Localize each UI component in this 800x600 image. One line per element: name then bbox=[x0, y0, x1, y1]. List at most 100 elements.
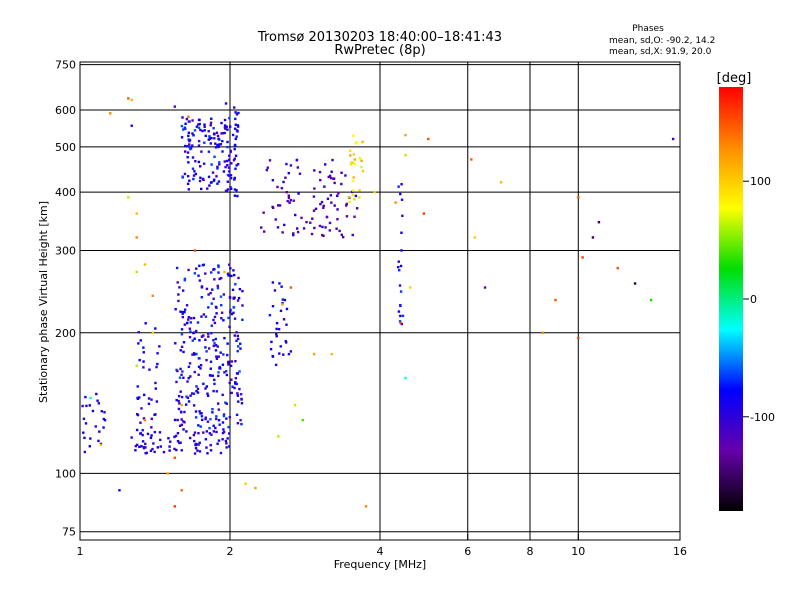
point-F1-spread bbox=[219, 143, 222, 146]
point-F1-spread bbox=[228, 125, 232, 128]
point-E-region-spread bbox=[197, 424, 200, 427]
point-trace-low bbox=[228, 445, 231, 448]
point-E-region-spread bbox=[217, 265, 220, 269]
point-E-region-spread bbox=[202, 431, 205, 434]
point-E-region-spread bbox=[230, 391, 233, 395]
point-E-region-spread bbox=[214, 426, 217, 430]
point-high-freq-column bbox=[397, 185, 400, 188]
point-F1-spread bbox=[229, 185, 232, 189]
point-E-region-spread bbox=[212, 318, 215, 322]
point-E-region-spread bbox=[181, 370, 184, 373]
point-F2-trace bbox=[319, 202, 322, 206]
point-F1-spread bbox=[204, 134, 207, 138]
point-left-streak-1 bbox=[150, 417, 154, 421]
point-trace-low bbox=[150, 434, 153, 437]
point-E-region-spread bbox=[217, 264, 220, 267]
point-E-region-spread bbox=[216, 284, 219, 288]
point-F2-cusp bbox=[352, 153, 356, 156]
point-E-region-spread bbox=[183, 279, 186, 282]
point-noise bbox=[223, 270, 226, 274]
point-F1-spread bbox=[227, 166, 231, 169]
point-E-region-spread bbox=[235, 413, 239, 417]
point-E-region-spread bbox=[222, 319, 225, 322]
y-axis-label: Stationary phase Virtual Height [km] bbox=[37, 201, 50, 403]
point-noise bbox=[281, 303, 284, 306]
point-E-region-spread bbox=[217, 419, 221, 422]
point-F2-trace bbox=[319, 178, 322, 182]
point-E-region-spread bbox=[199, 425, 202, 428]
point-F2-trace bbox=[336, 218, 339, 221]
point-E-region-spread bbox=[236, 372, 239, 375]
point-noise bbox=[127, 97, 130, 100]
point-F2-cusp bbox=[352, 134, 355, 137]
point-E-region-spread bbox=[212, 389, 215, 393]
point-F1-spread bbox=[188, 143, 191, 146]
point-E-region-spread bbox=[204, 417, 207, 421]
point-E-region-spread bbox=[226, 353, 229, 357]
point-F2-trace bbox=[327, 175, 330, 179]
point-E-region-spread bbox=[195, 389, 198, 393]
point-E-region-spread bbox=[178, 376, 182, 379]
point-trace-low bbox=[176, 431, 180, 435]
point-F1-column bbox=[233, 144, 237, 148]
point-F1-spread bbox=[203, 129, 206, 132]
colorbar-tick-label-0: 100 bbox=[750, 175, 771, 188]
point-F2-trace bbox=[324, 226, 327, 229]
point-F1-spread bbox=[203, 141, 206, 144]
point-E-region-spread bbox=[212, 424, 215, 427]
point-F1-column bbox=[226, 180, 230, 183]
point-F2-trace bbox=[309, 221, 312, 224]
point-left-streak-2 bbox=[88, 445, 91, 448]
point-F1-spread bbox=[203, 123, 206, 126]
point-E-region-spread bbox=[176, 418, 179, 422]
point-F1-spread bbox=[221, 139, 224, 143]
point-mid-column bbox=[287, 352, 291, 356]
point-E-region-spread bbox=[179, 310, 182, 313]
point-F1-column bbox=[235, 164, 238, 167]
point-E-region-spread bbox=[200, 415, 204, 418]
point-E-region-spread bbox=[214, 349, 218, 352]
point-E-region-spread bbox=[212, 339, 215, 342]
point-trace-low bbox=[152, 442, 155, 445]
point-F2-trace bbox=[262, 230, 266, 233]
point-E-region-spread bbox=[186, 380, 189, 383]
point-left-streak-1 bbox=[142, 360, 145, 363]
point-F1-spread bbox=[191, 167, 195, 170]
point-E-region-spread bbox=[227, 363, 230, 366]
point-trace-low bbox=[176, 440, 180, 443]
point-E-region-spread bbox=[220, 311, 224, 314]
point-E-region-spread bbox=[179, 390, 182, 393]
point-E-region-spread bbox=[234, 283, 237, 286]
point-F1-spread bbox=[229, 174, 233, 177]
point-F2-trace bbox=[345, 202, 349, 206]
point-trace-low bbox=[193, 439, 196, 443]
point-F2-trace bbox=[271, 179, 275, 182]
point-F2-trace bbox=[271, 206, 275, 209]
point-trace-low bbox=[173, 435, 176, 439]
point-E-region-spread bbox=[193, 370, 196, 374]
point-trace-low bbox=[197, 431, 200, 435]
point-F2-trace bbox=[287, 171, 290, 175]
point-E-region-spread bbox=[228, 296, 232, 299]
point-E-region-spread bbox=[221, 393, 224, 397]
x-tick-label-0: 1 bbox=[77, 545, 84, 558]
point-F1-spread bbox=[206, 187, 209, 190]
point-E-region-spread bbox=[233, 317, 237, 320]
point-F1-spread bbox=[197, 126, 201, 130]
point-high-freq-column bbox=[399, 264, 403, 268]
point-F2-trace bbox=[344, 204, 348, 207]
point-F1-column bbox=[233, 176, 236, 180]
point-E-region-spread bbox=[228, 325, 231, 329]
point-left-streak-1 bbox=[136, 397, 140, 400]
point-E-region-spread bbox=[192, 392, 196, 395]
point-left-streak-2 bbox=[97, 439, 100, 443]
point-mid-column bbox=[278, 352, 281, 355]
point-E-region-spread bbox=[227, 425, 230, 429]
point-E-region-spread bbox=[177, 293, 180, 296]
point-noise bbox=[187, 115, 190, 119]
point-mid-column bbox=[285, 307, 289, 311]
point-trace-low bbox=[138, 445, 141, 449]
point-F1-spread bbox=[183, 172, 187, 176]
point-E-region-spread bbox=[205, 358, 208, 362]
point-E-region-spread bbox=[198, 357, 201, 360]
